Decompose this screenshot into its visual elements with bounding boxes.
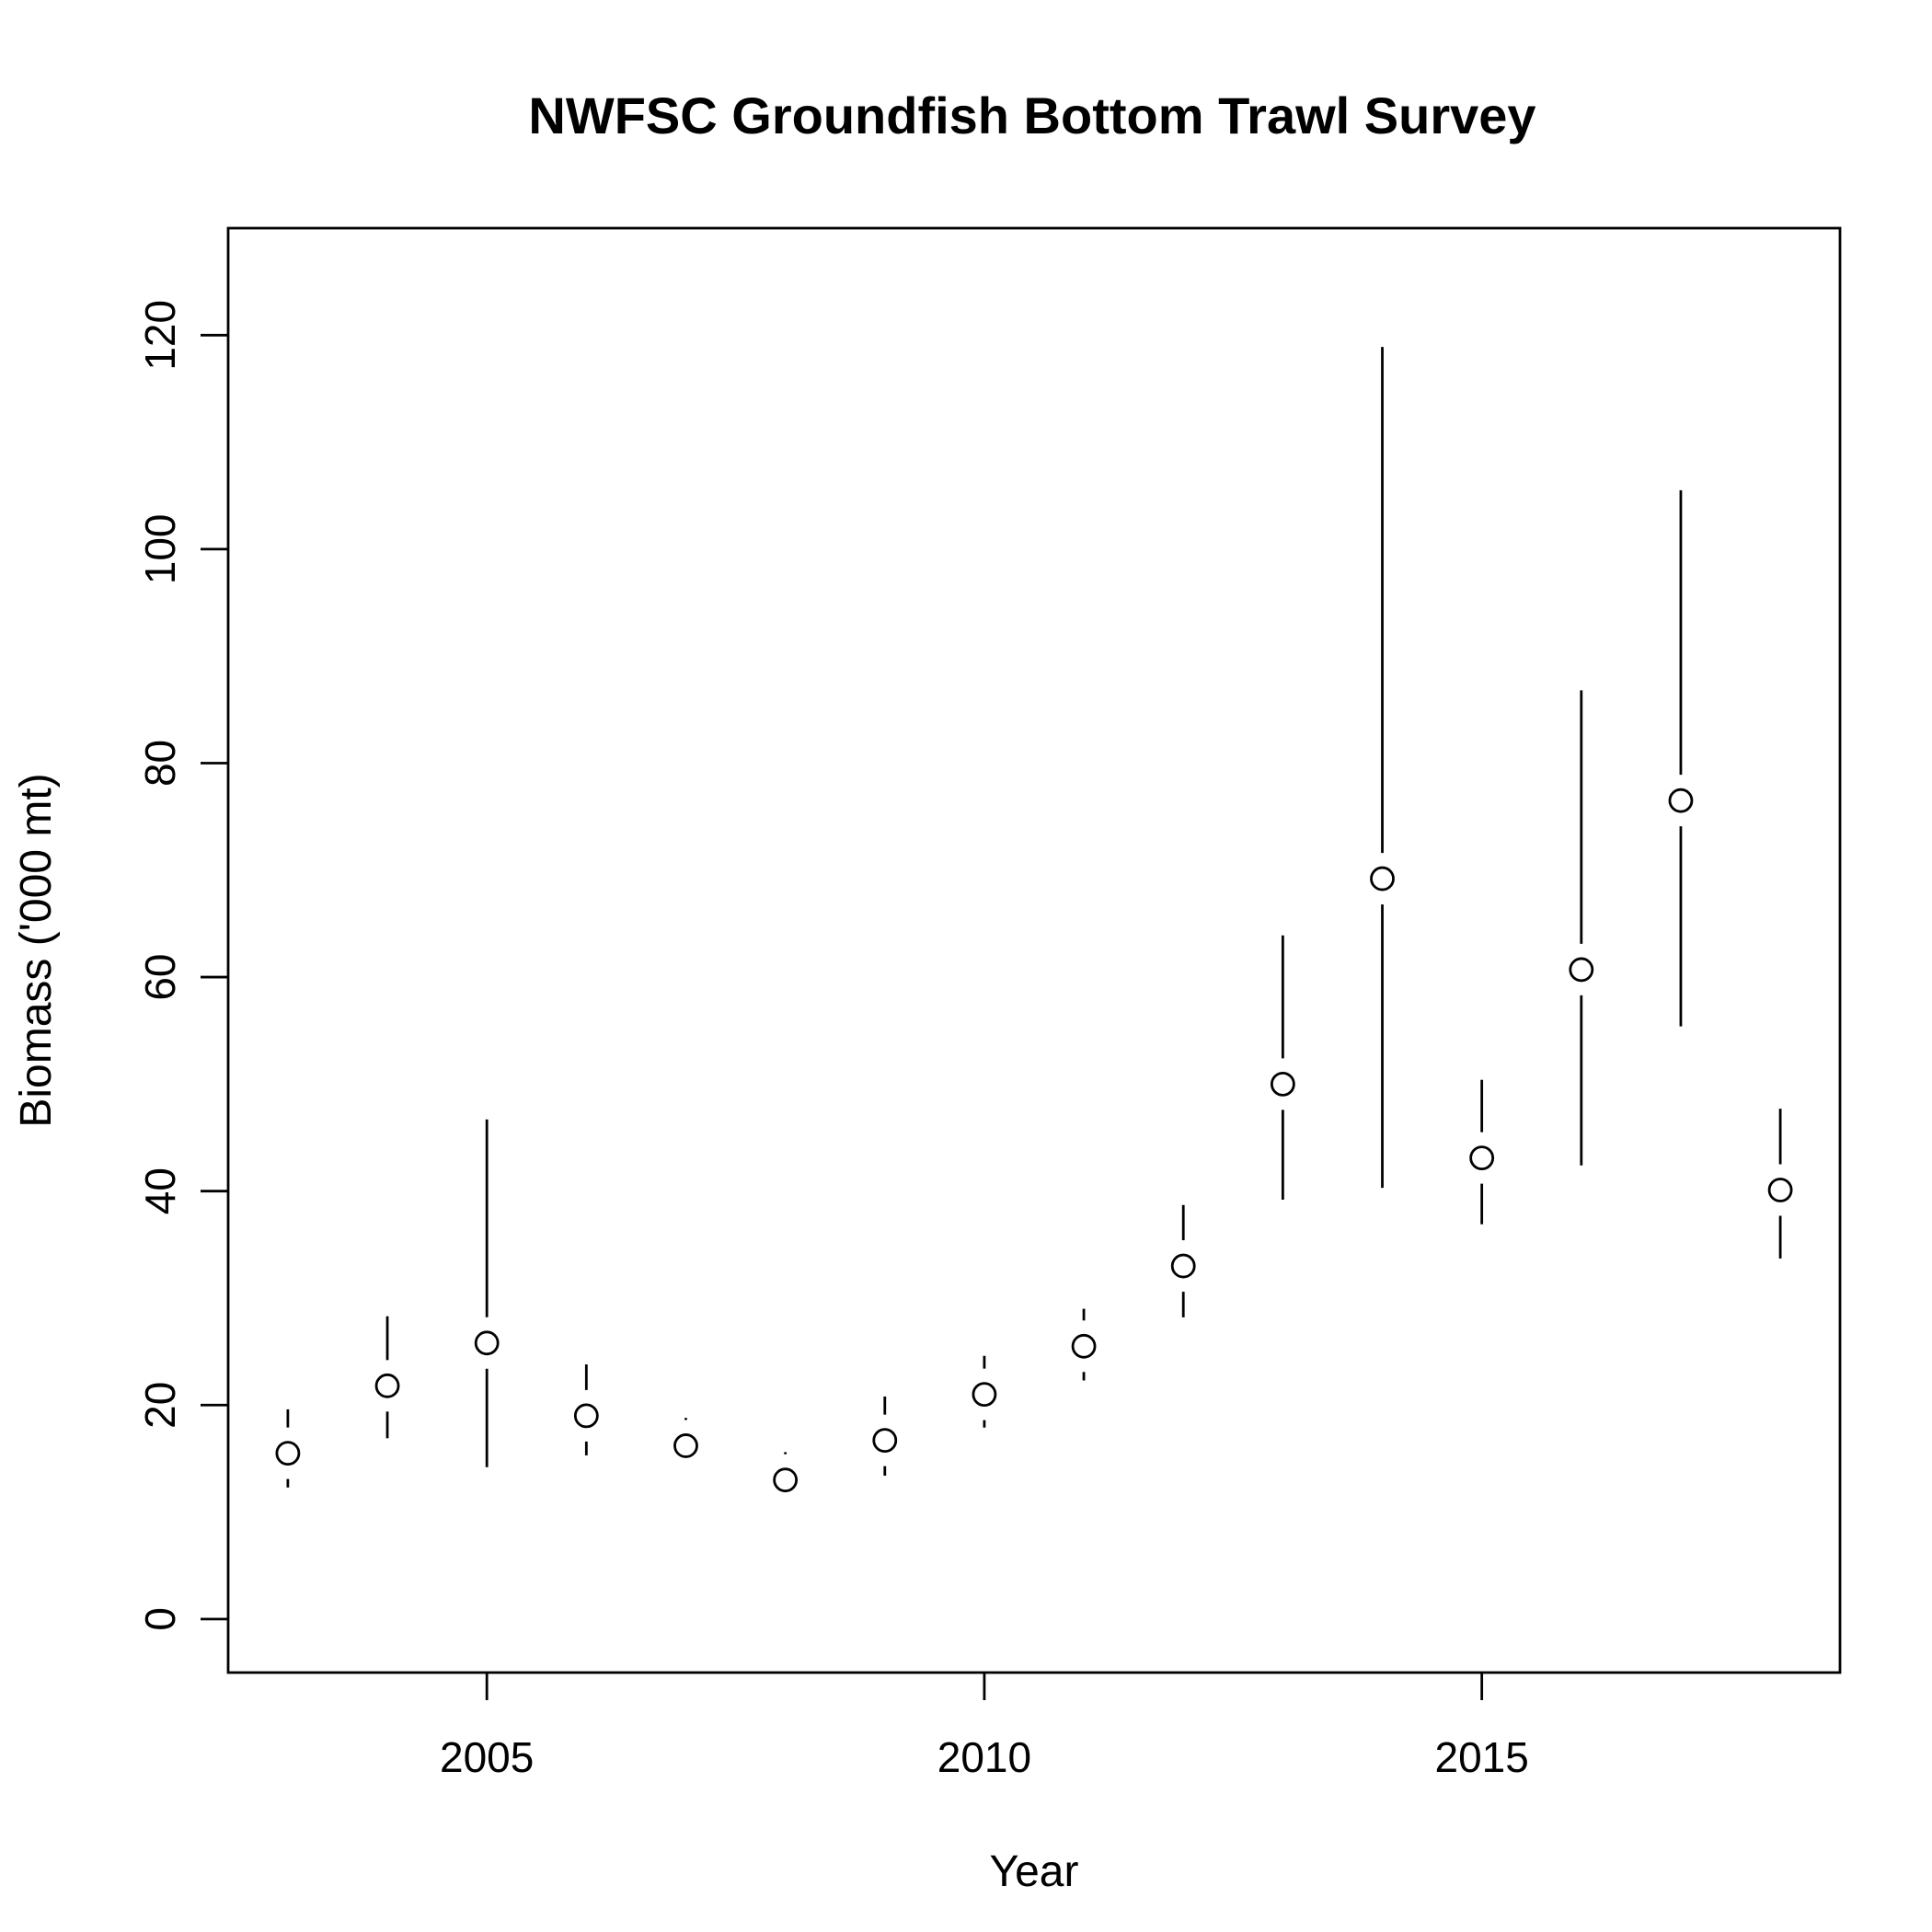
data-point: [1767, 1178, 1793, 1202]
data-points: [275, 788, 1793, 1493]
confidence-intervals: [286, 347, 1782, 1488]
data-point: [474, 1330, 500, 1356]
data-point: [1469, 1145, 1495, 1171]
data-point: [972, 1382, 997, 1408]
data-point: [573, 1403, 599, 1429]
data-point: [773, 1467, 799, 1493]
y-tick-label: 60: [136, 953, 184, 1000]
data-point: [673, 1433, 698, 1458]
data-point: [1569, 957, 1594, 983]
y-tick-label: 100: [136, 514, 184, 585]
y-axis-label: Biomass ('000 mt): [12, 773, 61, 1127]
data-point: [872, 1428, 898, 1454]
chart-title: NWFSC Groundfish Bottom Trawl Survey: [528, 86, 1535, 144]
y-axis: 0 20 40 60 80 100 120: [136, 300, 228, 1631]
data-point: [1668, 788, 1694, 813]
plot-frame: [226, 226, 1842, 1674]
y-tick-label: 20: [136, 1382, 184, 1429]
data-point: [275, 1441, 301, 1466]
y-tick-label: 40: [136, 1167, 184, 1214]
x-axis-label: Year: [990, 1847, 1079, 1896]
y-tick-label: 120: [136, 300, 184, 371]
x-tick-label: 2005: [440, 1733, 534, 1781]
x-axis: 2005 2010 2015: [440, 1673, 1529, 1781]
data-point: [1071, 1333, 1097, 1359]
x-tick-label: 2010: [937, 1733, 1031, 1781]
data-point: [1270, 1071, 1295, 1097]
y-tick-label: 0: [136, 1607, 184, 1631]
data-point: [1170, 1253, 1196, 1279]
data-point: [374, 1373, 400, 1398]
x-tick-label: 2015: [1434, 1733, 1528, 1781]
data-point: [1370, 866, 1395, 891]
y-tick-label: 80: [136, 740, 184, 787]
